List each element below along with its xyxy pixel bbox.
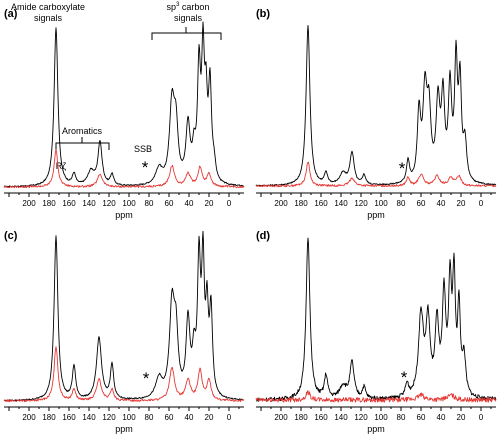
x-tick-label-1: 40: [437, 199, 446, 208]
x-tick-label-3: 140: [334, 413, 348, 422]
annotation-sp3-carbon: sp3 carbon: [167, 2, 210, 12]
x-tick-label-1: 120: [354, 199, 368, 208]
x-tick-label-3: 40: [437, 413, 446, 422]
annotation-ssb: SSB: [134, 144, 152, 154]
x-tick-label-3: 120: [354, 413, 368, 422]
x-tick-label-2: 120: [102, 413, 116, 422]
x-tick-label-3: 180: [294, 413, 308, 422]
aromatics-bracket: [55, 137, 110, 150]
x-tick-label-0: 0: [227, 199, 232, 208]
star-d: *: [401, 368, 408, 387]
x-tick-label-0: 200: [22, 199, 36, 208]
x-tick-label-1: 60: [417, 199, 426, 208]
x-tick-label-3: 60: [417, 413, 426, 422]
annotation-amide-line2: signals: [34, 13, 63, 23]
x-tick-label-2: 40: [185, 413, 194, 422]
x-tick-label-0: 160: [62, 199, 76, 208]
star-a: *: [142, 158, 149, 177]
panel-label-d: (d): [256, 230, 270, 242]
x-tick-label-3: 200: [274, 413, 288, 422]
x-tick-label-1: 20: [457, 199, 466, 208]
x-tick-label-0: 100: [122, 199, 136, 208]
x-tick-label-2: 180: [42, 413, 56, 422]
x-tick-label-0: 140: [82, 199, 96, 208]
x-tick-label-3: 80: [397, 413, 406, 422]
x-axis-label-1: ppm: [367, 210, 385, 220]
x-tick-label-1: 180: [294, 199, 308, 208]
panel-label-b: (b): [256, 8, 270, 20]
x-tick-label-1: 160: [314, 199, 328, 208]
annotation-rz: Rζ: [56, 161, 66, 171]
x-tick-label-3: 160: [314, 413, 328, 422]
x-tick-label-0: 180: [42, 199, 56, 208]
x-tick-label-2: 80: [145, 413, 154, 422]
panel-label-a: (a): [4, 8, 18, 20]
panel-label-c: (c): [4, 230, 18, 242]
star-b: *: [399, 159, 406, 178]
x-tick-label-3: 0: [479, 413, 484, 422]
x-tick-label-2: 100: [122, 413, 136, 422]
x-tick-label-2: 20: [205, 413, 214, 422]
x-tick-label-0: 60: [165, 199, 174, 208]
x-axis-label-3: ppm: [367, 424, 385, 434]
x-tick-label-2: 0: [227, 413, 232, 422]
annotation-amide-line1: Amide carboxylate: [11, 2, 85, 12]
annotation-aromatics: Aromatics: [62, 126, 103, 136]
x-tick-label-1: 200: [274, 199, 288, 208]
x-tick-label-0: 80: [145, 199, 154, 208]
x-tick-label-1: 100: [374, 199, 388, 208]
x-tick-label-1: 80: [397, 199, 406, 208]
x-tick-label-3: 20: [457, 413, 466, 422]
spectrum-line-2-1: [3, 346, 245, 403]
spectrum-line-0-1: [3, 149, 245, 189]
x-tick-label-2: 140: [82, 413, 96, 422]
x-tick-label-1: 0: [479, 199, 484, 208]
spectrum-line-1-1: [255, 161, 497, 188]
x-tick-label-2: 200: [22, 413, 36, 422]
x-axis-label-2: ppm: [115, 424, 133, 434]
spectrum-line-2-0: [3, 230, 245, 402]
spectrum-line-0-0: [3, 21, 245, 188]
annotation-sp3-signals: signals: [174, 13, 203, 23]
x-tick-label-0: 40: [185, 199, 194, 208]
x-tick-label-0: 120: [102, 199, 116, 208]
sp3-bracket: [151, 27, 222, 40]
x-tick-label-2: 60: [165, 413, 174, 422]
star-c: *: [143, 369, 150, 388]
x-tick-label-1: 140: [334, 199, 348, 208]
x-axis-label-0: ppm: [115, 210, 133, 220]
x-tick-label-0: 20: [205, 199, 214, 208]
spectrum-line-1-0: [255, 25, 497, 187]
x-tick-label-3: 100: [374, 413, 388, 422]
spectrum-line-3-1: [255, 390, 497, 403]
x-tick-label-2: 160: [62, 413, 76, 422]
